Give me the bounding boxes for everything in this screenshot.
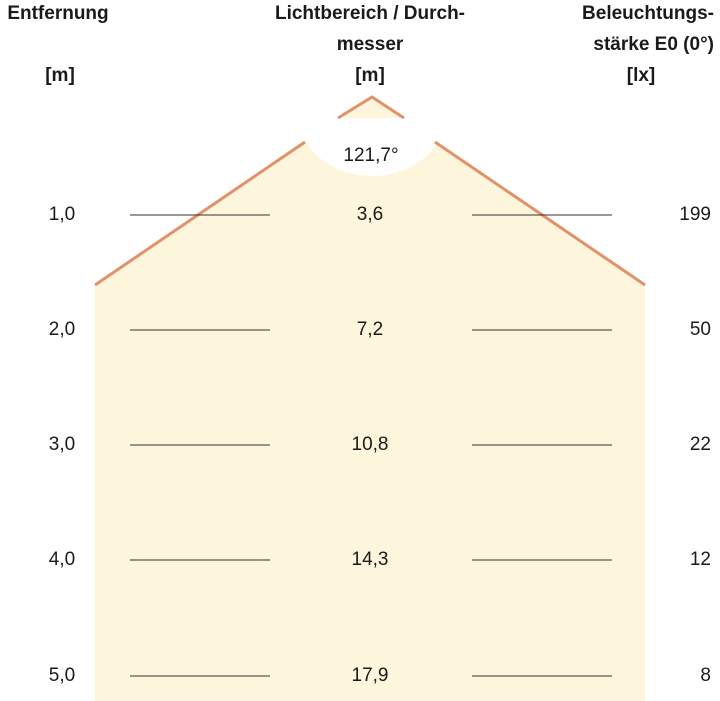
distance: 3,0	[49, 434, 75, 455]
header: stärke E0 (0°)	[593, 34, 714, 55]
illuminance: 8	[700, 665, 711, 686]
light-cone	[95, 97, 645, 701]
diameter: 3,6	[357, 204, 383, 225]
angle-arc	[300, 118, 444, 176]
beam-angle: 121,7°	[343, 145, 398, 166]
distance: 4,0	[49, 549, 75, 570]
header: Beleuchtungs-	[582, 3, 714, 24]
illuminance: 12	[690, 549, 711, 570]
diameter: 17,9	[352, 665, 389, 686]
cone-outline	[94, 95, 646, 287]
distance: 2,0	[49, 319, 75, 340]
header: Lichtbereich / Durch-	[275, 3, 465, 24]
header: Entfernung	[7, 3, 108, 24]
header-unit: [lx]	[627, 65, 656, 86]
illuminance: 199	[679, 204, 711, 225]
illuminance: 50	[690, 319, 711, 340]
distance: 1,0	[49, 204, 75, 225]
diameter: 10,8	[352, 434, 389, 455]
header-unit: [m]	[355, 65, 385, 86]
header-unit: [m]	[45, 65, 75, 86]
distance: 5,0	[49, 665, 75, 686]
illuminance: 22	[690, 434, 711, 455]
header: messer	[337, 34, 404, 55]
diameter: 14,3	[352, 549, 389, 570]
diameter: 7,2	[357, 319, 383, 340]
cone-tip	[338, 97, 404, 118]
